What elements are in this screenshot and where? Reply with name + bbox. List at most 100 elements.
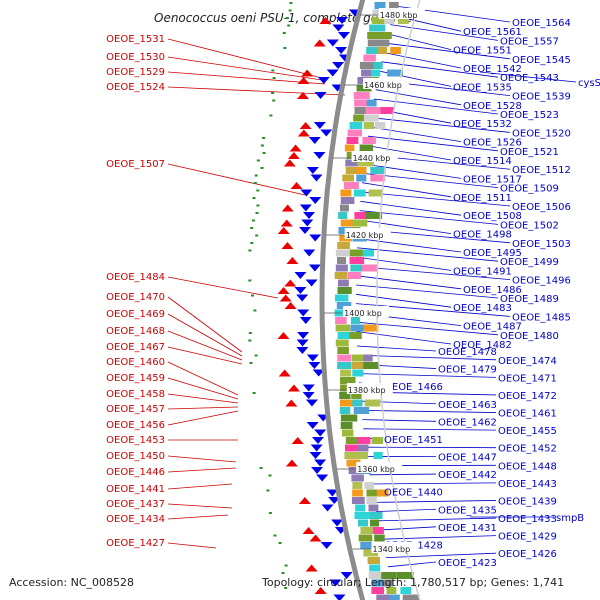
gene-block bbox=[355, 504, 366, 512]
reverse-gene-arrow bbox=[340, 572, 353, 579]
leader-line bbox=[167, 542, 217, 549]
gene-block bbox=[363, 362, 380, 369]
leader-line bbox=[167, 38, 319, 78]
gene-label-right: OEOE_1466 bbox=[384, 382, 443, 393]
leader-line bbox=[366, 145, 452, 161]
leader-line bbox=[381, 61, 499, 78]
gene-block bbox=[337, 242, 350, 249]
reverse-gene-arrow bbox=[332, 24, 345, 32]
reverse-gene-arrow bbox=[308, 362, 321, 369]
reverse-gene-arrow bbox=[309, 197, 322, 204]
feature-tick bbox=[250, 242, 254, 244]
feature-tick bbox=[266, 489, 270, 492]
feature-tick bbox=[248, 332, 252, 334]
feature-tick bbox=[254, 354, 258, 357]
feature-tick bbox=[248, 339, 252, 342]
gene-label-right: OEOE_1487 bbox=[463, 322, 522, 333]
gene-block bbox=[340, 399, 355, 407]
reverse-gene-arrow bbox=[306, 354, 319, 362]
gene-block bbox=[370, 519, 380, 527]
gene-block bbox=[335, 339, 349, 347]
leader-line bbox=[167, 56, 323, 81]
gene-label-right: OEOE_1485 bbox=[512, 312, 571, 323]
kbp-label: 1440 kbp bbox=[353, 154, 391, 163]
feature-tick bbox=[254, 174, 258, 177]
reverse-gene-arrow bbox=[321, 504, 334, 512]
feature-tick bbox=[248, 249, 252, 252]
gene-block bbox=[368, 504, 379, 512]
feature-tick bbox=[269, 114, 273, 117]
gene-block bbox=[371, 587, 385, 594]
reverse-gene-arrow bbox=[312, 437, 325, 444]
reverse-gene-arrow bbox=[303, 249, 316, 257]
leader-line bbox=[357, 354, 497, 361]
feature-tick bbox=[250, 227, 254, 229]
feature-tick bbox=[256, 204, 260, 207]
gene-block bbox=[363, 114, 379, 122]
kbp-label-bg bbox=[378, 8, 425, 19]
feature-tick bbox=[260, 167, 264, 169]
feature-tick bbox=[268, 474, 272, 477]
gene-label-left: OEOE_1507 bbox=[106, 159, 165, 170]
gene-name-label: smpB bbox=[556, 513, 584, 524]
gene-label-right: OEOE_1502 bbox=[500, 220, 559, 231]
gene-label-right: OEOE_1471 bbox=[498, 373, 557, 384]
forward-gene-arrow bbox=[277, 332, 290, 339]
gene-block bbox=[337, 347, 349, 354]
gene-block bbox=[367, 39, 381, 47]
gene-block bbox=[345, 444, 359, 452]
forward-gene-arrow bbox=[287, 152, 300, 159]
forward-gene-arrow bbox=[299, 122, 312, 129]
gene-label-right: OEOE_1523 bbox=[500, 110, 559, 121]
gene-block bbox=[378, 39, 390, 47]
gene-block bbox=[344, 452, 361, 459]
gene-label-left: OEOE_1530 bbox=[106, 52, 165, 63]
gene-block bbox=[365, 212, 382, 219]
gene-block bbox=[358, 452, 368, 459]
reverse-gene-arrow bbox=[306, 422, 319, 429]
leader-line bbox=[167, 313, 243, 357]
leader-line bbox=[355, 303, 511, 317]
leader-line bbox=[358, 373, 497, 378]
leader-line bbox=[167, 410, 239, 426]
leader-line bbox=[370, 117, 511, 133]
gene-block bbox=[352, 489, 363, 497]
feature-tick bbox=[252, 197, 256, 199]
gene-block bbox=[345, 159, 362, 167]
gene-block bbox=[342, 174, 354, 182]
leader-line bbox=[375, 89, 462, 106]
feature-tick bbox=[278, 542, 282, 544]
gene-block bbox=[340, 377, 356, 384]
gene-block bbox=[342, 429, 354, 437]
genome-backbone bbox=[319, 0, 421, 600]
reverse-gene-arrow bbox=[309, 234, 322, 242]
gene-block bbox=[349, 332, 362, 339]
gene-label-right: OEOE_1429 bbox=[498, 532, 557, 543]
reverse-gene-arrow bbox=[299, 317, 312, 324]
gene-block bbox=[339, 204, 349, 212]
gene-block bbox=[337, 354, 352, 362]
feature-tick bbox=[255, 212, 259, 214]
reverse-gene-arrow bbox=[299, 227, 312, 234]
gene-label-right: OEOE_1545 bbox=[512, 55, 571, 66]
gene-block bbox=[380, 107, 394, 114]
gene-label-right: OEOE_1433 bbox=[498, 514, 557, 525]
feature-tick bbox=[251, 294, 254, 297]
reverse-gene-arrow bbox=[296, 294, 309, 302]
gene-block bbox=[339, 407, 351, 414]
gene-block bbox=[351, 392, 362, 399]
gene-label-right: OEOE_1509 bbox=[500, 184, 559, 195]
reverse-gene-arrow bbox=[294, 272, 307, 279]
reverse-gene-arrow bbox=[305, 399, 318, 407]
forward-gene-arrow bbox=[297, 129, 310, 137]
gene-block bbox=[397, 572, 414, 579]
leader-line bbox=[167, 514, 229, 520]
gene-label-right: OEOE_1564 bbox=[512, 18, 571, 29]
gene-label-right: OEOE_1489 bbox=[500, 294, 559, 305]
gene-block bbox=[359, 144, 373, 152]
forward-gene-arrow bbox=[296, 92, 309, 99]
gene-label-right: OEOE_1495 bbox=[463, 248, 522, 259]
feature-tick bbox=[285, 17, 289, 19]
reverse-gene-arrow bbox=[326, 489, 339, 497]
gene-label-right: OEOE_1512 bbox=[512, 165, 571, 176]
